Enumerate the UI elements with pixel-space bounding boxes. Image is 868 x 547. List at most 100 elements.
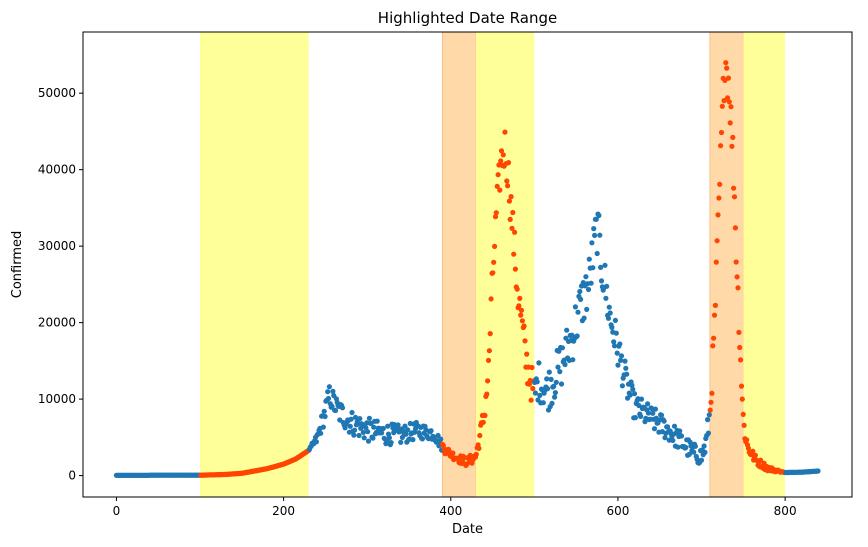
highlighted-data-point <box>716 195 722 201</box>
data-point <box>329 403 335 409</box>
highlighted-data-point <box>516 303 522 309</box>
data-point <box>618 353 625 359</box>
data-point <box>419 436 425 442</box>
data-point <box>613 330 619 336</box>
data-point <box>645 401 651 407</box>
x-tick-label: 200 <box>272 504 295 518</box>
highlighted-data-point <box>519 318 526 324</box>
data-point <box>591 226 597 232</box>
highlight-span-5 <box>743 32 786 497</box>
data-point <box>675 444 681 450</box>
data-point <box>638 396 645 402</box>
highlighted-data-point <box>738 383 745 389</box>
highlighted-data-point <box>718 129 725 136</box>
data-point <box>677 428 683 434</box>
data-point <box>348 416 354 422</box>
highlighted-data-point <box>490 270 496 276</box>
ticks: 0 200 400 600 800 0 10000 20000 30000 40000 50000 <box>38 86 797 518</box>
highlighted-data-point <box>744 437 750 443</box>
chart-title: Highlighted Date Range <box>378 9 557 27</box>
highlighted-data-point <box>487 331 493 337</box>
highlighted-data-point <box>480 419 486 425</box>
data-point <box>548 376 554 382</box>
data-point <box>701 443 707 449</box>
highlight-spans <box>200 31 786 498</box>
data-point <box>596 212 602 219</box>
data-point <box>405 427 411 433</box>
x-tick-label: 800 <box>774 504 797 518</box>
data-point <box>622 358 628 364</box>
y-tick-label: 20000 <box>38 316 76 330</box>
y-tick-label: 10000 <box>38 392 76 406</box>
data-point <box>552 394 558 400</box>
y-tick-label: 30000 <box>38 239 76 253</box>
highlighted-data-point <box>505 160 512 166</box>
data-point <box>534 379 540 385</box>
data-point <box>581 315 587 321</box>
data-point <box>379 430 385 436</box>
data-point <box>557 369 563 375</box>
data-point <box>624 371 630 377</box>
data-point <box>351 432 357 438</box>
highlighted-data-point <box>730 134 736 140</box>
highlighted-data-point <box>725 95 731 101</box>
data-point <box>380 425 386 432</box>
data-point <box>349 409 355 416</box>
highlighted-data-point <box>512 266 519 272</box>
highlighted-data-point <box>724 65 730 71</box>
highlighted-data-point <box>514 286 520 292</box>
data-point <box>325 389 331 395</box>
data-point <box>652 406 659 412</box>
data-point <box>402 423 408 429</box>
data-point <box>326 384 332 390</box>
data-point <box>575 309 581 315</box>
data-point <box>388 440 394 446</box>
y-tick-label: 40000 <box>38 163 76 177</box>
highlighted-data-point <box>732 225 739 231</box>
data-point <box>398 439 404 445</box>
highlighted-data-point <box>758 457 764 463</box>
highlighted-data-point <box>725 75 732 81</box>
data-point <box>665 424 671 430</box>
data-point <box>592 232 598 238</box>
data-point <box>618 357 624 363</box>
data-point <box>544 376 550 382</box>
data-point <box>532 390 539 396</box>
highlight-span-3 <box>475 32 535 497</box>
data-point <box>572 304 579 310</box>
highlighted-data-point <box>485 357 492 363</box>
highlighted-data-point <box>715 212 721 218</box>
data-point <box>564 327 570 333</box>
data-point <box>632 415 639 421</box>
data-point <box>698 457 705 463</box>
data-point <box>630 386 636 392</box>
data-point <box>706 412 712 418</box>
highlighted-data-point <box>717 181 723 187</box>
data-point <box>645 410 652 416</box>
highlighted-data-point <box>500 152 506 158</box>
highlighted-data-point <box>484 391 490 397</box>
highlighted-data-point <box>506 198 512 204</box>
data-point <box>330 388 336 394</box>
highlighted-data-point <box>740 411 746 417</box>
data-point <box>683 444 689 451</box>
data-point <box>589 240 595 246</box>
highlighted-data-point <box>733 259 739 265</box>
data-point <box>363 425 369 431</box>
highlighted-data-point <box>485 378 491 384</box>
data-point <box>559 345 566 351</box>
highlighted-data-point <box>491 259 497 265</box>
highlight-span-1 <box>200 32 309 497</box>
data-point <box>320 424 326 430</box>
data-point <box>651 426 658 432</box>
highlighted-data-point <box>741 422 747 428</box>
data-point <box>361 435 367 441</box>
highlighted-data-point <box>719 103 725 109</box>
highlighted-data-point <box>492 214 499 220</box>
data-point <box>366 415 372 421</box>
data-point <box>322 413 328 420</box>
data-point <box>631 391 638 397</box>
highlighted-data-point <box>502 129 508 135</box>
axes <box>82 31 853 498</box>
data-point <box>558 381 565 387</box>
